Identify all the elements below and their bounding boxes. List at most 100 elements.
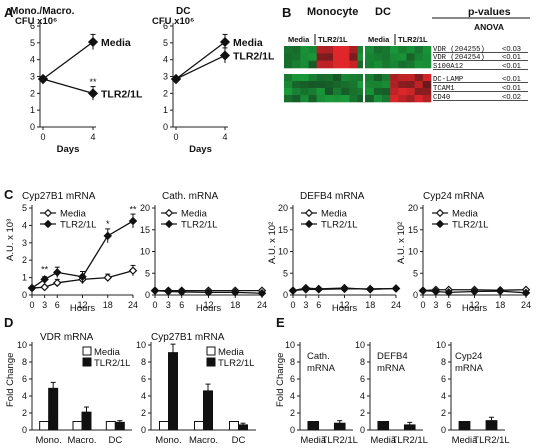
x-tick-label: 18: [495, 300, 505, 310]
heatmap-cell: [292, 46, 301, 54]
y-tick-label: 2: [30, 88, 35, 98]
y-tick-label: 4: [360, 391, 365, 401]
bar: [458, 421, 471, 431]
y-tick-label: 5: [145, 268, 150, 278]
y-tick-label: 8: [141, 357, 146, 367]
series-media: Media: [37, 33, 131, 85]
heatmap-cell: [333, 60, 342, 69]
series-tlr2-1l: [27, 213, 138, 293]
significance-mark: *: [106, 219, 110, 229]
bar: [377, 421, 390, 431]
series-tlr2-1l: [418, 286, 531, 298]
y-tick-label: 0: [441, 425, 446, 435]
y-tick-label: 10: [285, 340, 295, 350]
y-axis-label: A.U. x 10²: [396, 222, 407, 264]
heatmap-cell: [406, 95, 415, 103]
bar: [229, 421, 239, 431]
category-label: Media: [370, 435, 397, 446]
chart-title: DEFB4 mRNA: [300, 191, 365, 202]
x-tick-label: 4: [90, 132, 95, 142]
heatmap-cell: [390, 95, 399, 103]
x-tick-label: 12: [469, 300, 479, 310]
legend-label: TLR2/1L: [452, 220, 488, 231]
heatmap-cell: [292, 74, 301, 82]
x-tick-label: 0: [173, 132, 178, 142]
x-tick-label: 3: [166, 300, 171, 310]
heatmap-cell: [341, 88, 350, 96]
heatmap-cell: [284, 74, 293, 82]
y-tick-label: 20: [278, 203, 288, 213]
heatmap-cell: [292, 88, 301, 96]
y-tick-label: 5: [283, 268, 288, 278]
category-label: DC: [232, 435, 246, 446]
y-tick-label: 6: [163, 21, 168, 31]
y-tick-label: 0: [283, 290, 288, 300]
heatmap-cell: [300, 53, 309, 61]
heatmap-cell: [292, 95, 301, 103]
heatmap-cell: [316, 88, 326, 96]
data-point: [418, 286, 428, 295]
heatmap-cell: [373, 74, 383, 82]
legend-marker: [43, 219, 53, 229]
heatmap-cell: [398, 88, 407, 96]
chart-title: mRNA: [307, 363, 336, 374]
heatmap-cell: [414, 60, 424, 69]
y-axis-label: A.U. x 10³: [5, 219, 16, 261]
heatmap-cell: [414, 53, 424, 61]
significance-mark: **: [89, 77, 97, 87]
legend-label: Media: [181, 209, 208, 220]
y-tick-label: 8: [22, 357, 27, 367]
data-point: [128, 216, 138, 226]
data-point: [288, 286, 298, 295]
heatmap-cell: [292, 53, 301, 61]
data-point: [231, 288, 240, 297]
x-tick-label: 6: [446, 300, 451, 310]
y-tick-label: 1: [30, 105, 35, 115]
heatmap-gene-list: VDR (204255) <0.03 VDR (204254) <0.01 S100A1…: [433, 44, 528, 102]
heatmap-cell: [316, 60, 326, 69]
y-axis-label: CFU x10⁶: [15, 16, 57, 27]
x-tick-label: 6: [316, 300, 321, 310]
x-axis-label: Hours: [196, 303, 222, 314]
heatmap-cell: [406, 53, 415, 61]
y-axis-label: CFU x10⁶: [152, 16, 194, 27]
heatmap-cell: [333, 53, 342, 61]
heatmap-cell: [300, 81, 309, 89]
legend-label: TLR2/1L: [321, 220, 357, 231]
heatmap-cell: [382, 81, 391, 89]
legend-label: Media: [218, 347, 245, 358]
data-point: [170, 73, 182, 85]
y-tick-label: 2: [290, 408, 295, 418]
y-tick-label: 0: [141, 425, 146, 435]
x-axis-label: Days: [189, 144, 212, 155]
data-point: [40, 275, 49, 284]
chart-title: Cyp24: [455, 351, 482, 362]
gene-label: S100A12: [433, 63, 463, 71]
y-tick-label: 4: [30, 55, 35, 65]
chart-title: Cyp27B1 mRNA: [22, 191, 96, 202]
heatmap-cell: [308, 53, 317, 61]
heatmap-cell: [316, 46, 326, 54]
series-line: [175, 54, 226, 80]
heatmap-cell: [284, 95, 293, 103]
category-label: Macro.: [189, 435, 218, 446]
series-line: [175, 41, 226, 80]
y-tick-label: 2: [22, 255, 27, 265]
significance-mark: **: [41, 264, 49, 274]
legend-marker: [435, 219, 445, 229]
heatmap-cell: [414, 74, 424, 82]
y-tick-label: 5: [22, 203, 27, 213]
y-tick-label: 6: [22, 374, 27, 384]
heatmap-cell: [349, 88, 358, 96]
data-point: [314, 284, 323, 294]
heatmap-cell: [316, 95, 326, 103]
heatmap-cell: [284, 81, 293, 89]
data-point: [87, 36, 99, 48]
y-tick-label: 6: [290, 374, 295, 384]
heatmap-cell: [300, 88, 309, 96]
panel-letter-a: A: [4, 5, 14, 20]
series-line: [42, 78, 94, 94]
heatmap-cell: [382, 53, 391, 61]
